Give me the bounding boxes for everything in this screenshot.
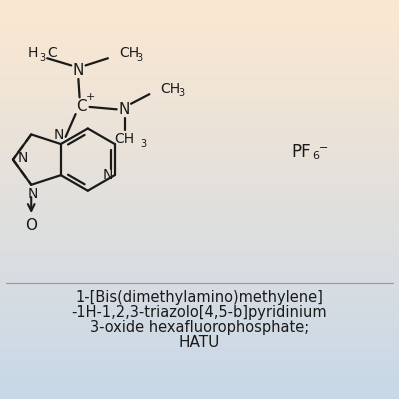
Text: N: N	[73, 63, 84, 78]
Text: N: N	[119, 102, 130, 117]
Text: CH: CH	[119, 46, 139, 61]
Text: N: N	[53, 128, 64, 142]
Text: 1-[Bis(dimethylamino)methylene]: 1-[Bis(dimethylamino)methylene]	[75, 290, 324, 305]
Text: H: H	[28, 46, 38, 61]
Text: +: +	[86, 92, 95, 103]
Text: -1H-1,2,3-triazolo[4,5-b]pyridinium: -1H-1,2,3-triazolo[4,5-b]pyridinium	[72, 305, 327, 320]
Text: 3: 3	[136, 53, 143, 63]
Text: 3-oxide hexafluorophosphate;: 3-oxide hexafluorophosphate;	[90, 320, 309, 335]
Text: C: C	[47, 46, 57, 61]
Text: PF: PF	[291, 142, 311, 161]
Text: 3: 3	[39, 53, 45, 63]
Text: CH: CH	[160, 81, 181, 96]
Text: N: N	[18, 150, 28, 165]
Text: −: −	[318, 143, 328, 154]
Text: N: N	[103, 168, 113, 182]
Text: HATU: HATU	[179, 335, 220, 350]
Text: 3: 3	[140, 139, 146, 149]
Text: 3: 3	[178, 88, 184, 99]
Text: C: C	[76, 99, 87, 114]
Text: 6: 6	[312, 151, 319, 162]
Text: N: N	[28, 187, 38, 201]
Text: CH: CH	[115, 132, 135, 146]
Text: O: O	[25, 218, 37, 233]
